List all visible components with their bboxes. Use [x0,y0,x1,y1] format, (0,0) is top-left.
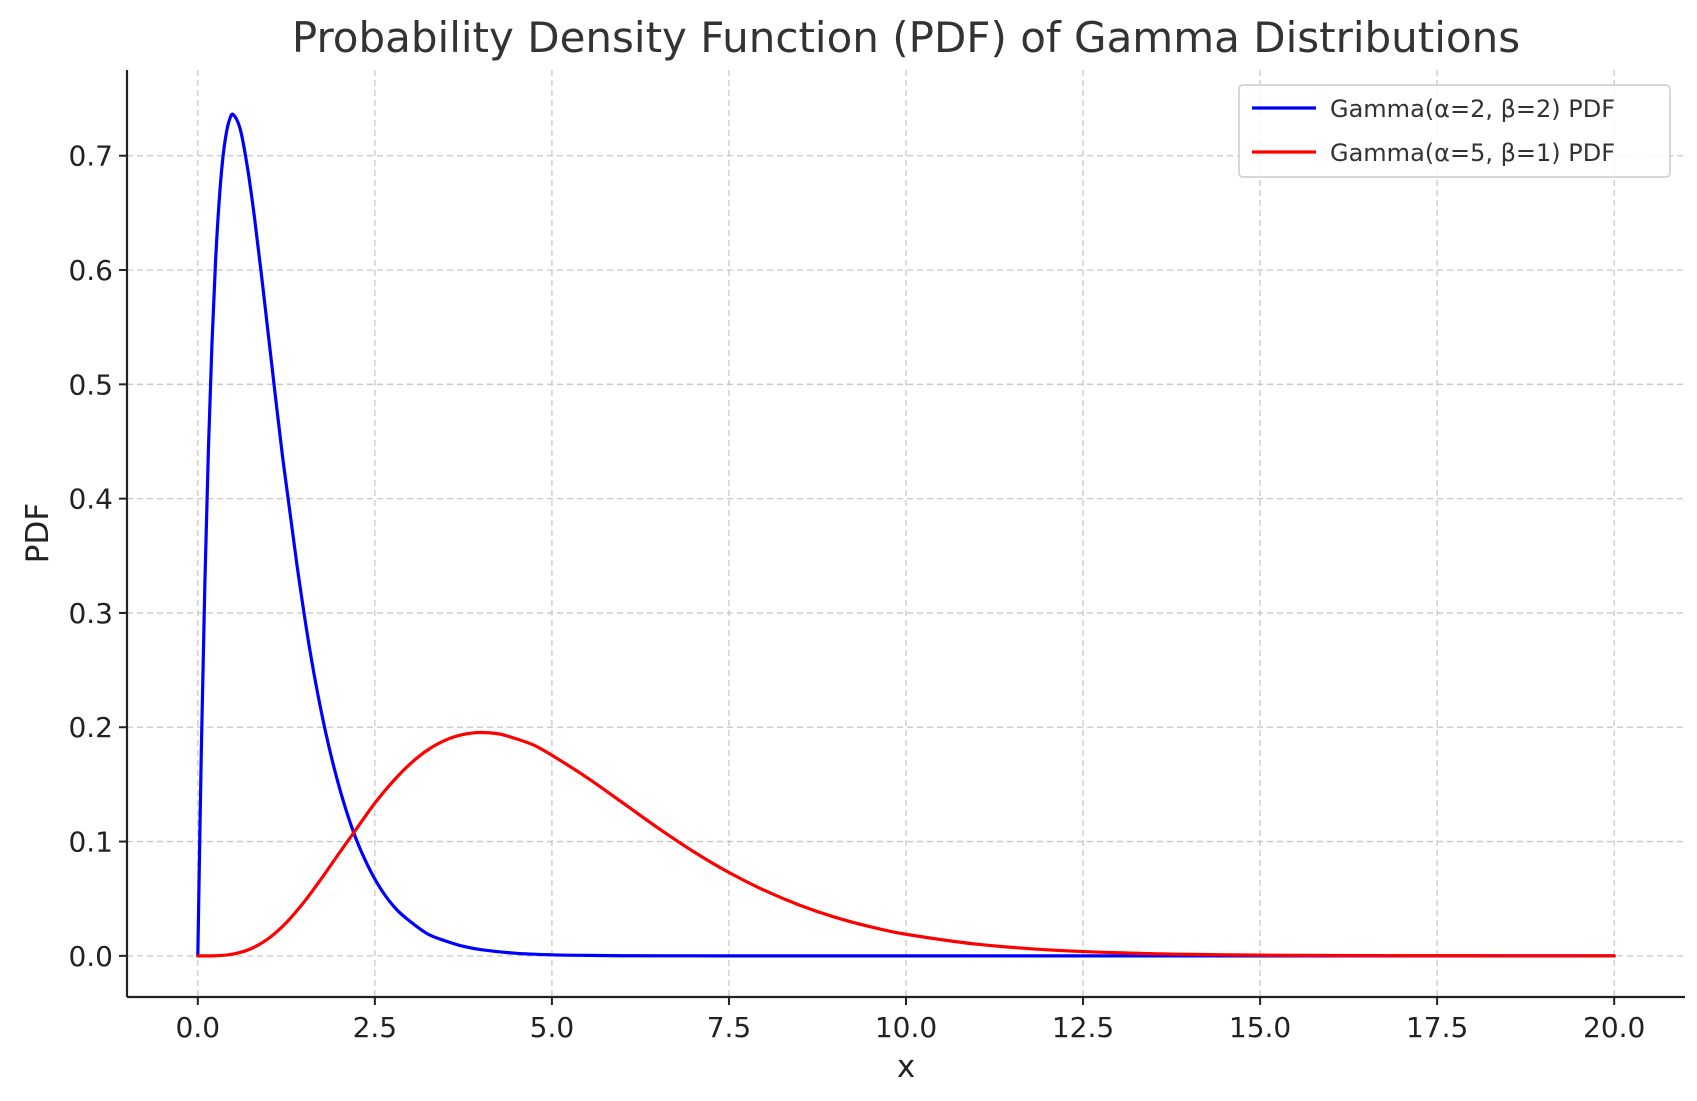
x-tick-label: 10.0 [875,1011,937,1044]
chart-title: Probability Density Function (PDF) of Ga… [292,13,1520,62]
legend-box [1238,84,1671,178]
x-tick-label: 5.0 [530,1011,575,1044]
grid [127,70,1685,997]
y-tick-label: 0.5 [68,368,113,401]
x-tick-label: 12.5 [1052,1011,1114,1044]
legend: Gamma(α=2, β=2) PDF Gamma(α=5, β=1) PDF [1238,84,1671,178]
legend-label-series-2: Gamma(α=5, β=1) PDF [1330,139,1615,167]
series-line-2 [196,730,1616,958]
x-tick-label: 20.0 [1583,1011,1645,1044]
y-tick-label: 0.7 [68,140,113,173]
y-tick-label: 0.4 [68,483,113,516]
x-ticks: 0.0 2.5 5.0 7.5 10.0 12.5 15.0 17.5 20.0 [176,997,1645,1044]
series-line-1 [196,112,1616,958]
x-tick-label: 15.0 [1229,1011,1291,1044]
legend-label-series-1: Gamma(α=2, β=2) PDF [1330,95,1615,123]
y-tick-label: 0.2 [68,711,113,744]
x-tick-label: 0.0 [176,1011,221,1044]
y-tick-label: 0.1 [68,826,113,859]
plot-lines [196,112,1616,958]
x-axis-label: x [897,1049,915,1085]
x-tick-label: 17.5 [1406,1011,1468,1044]
x-tick-label: 2.5 [353,1011,398,1044]
y-tick-label: 0.6 [68,254,113,287]
x-tick-label: 7.5 [707,1011,752,1044]
y-ticks: 0.0 0.1 0.2 0.3 0.4 0.5 0.6 0.7 [68,140,127,973]
y-tick-label: 0.0 [68,940,113,973]
y-axis-label: PDF [20,503,56,563]
y-tick-label: 0.3 [68,597,113,630]
